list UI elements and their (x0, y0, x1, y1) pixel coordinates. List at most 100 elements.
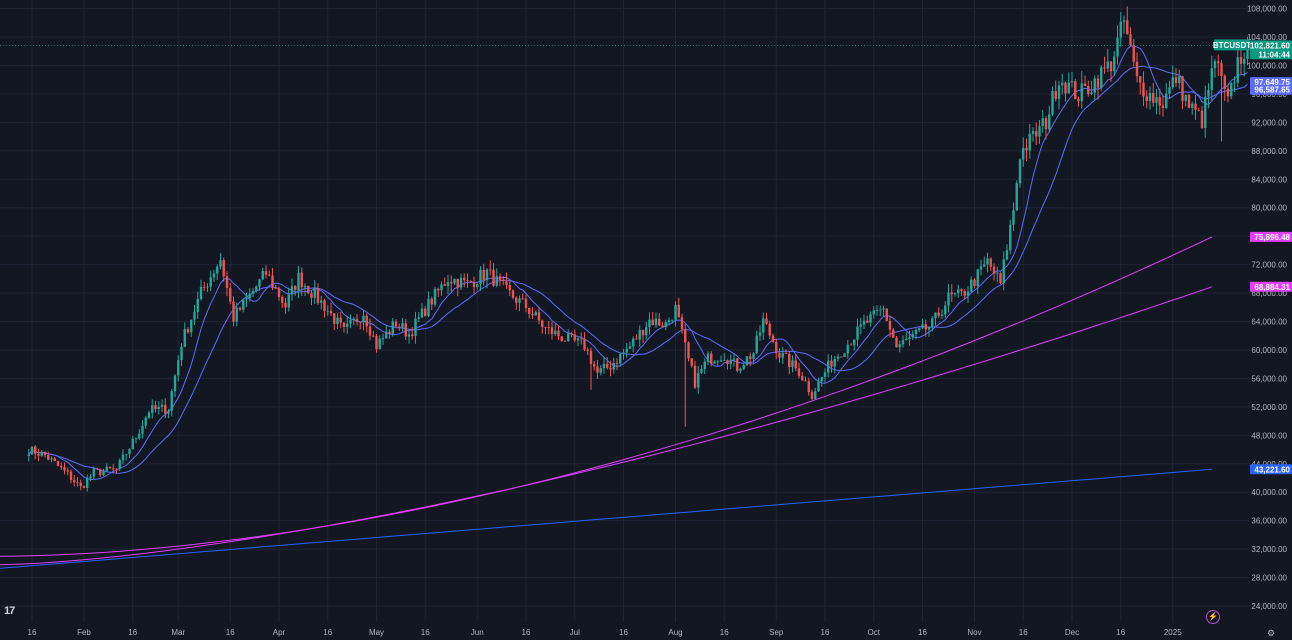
candle (144, 415, 147, 429)
candle (739, 367, 742, 374)
candle (359, 321, 362, 330)
x-tick-label: Jul (570, 628, 580, 637)
candle (820, 376, 823, 387)
candle (1113, 51, 1116, 77)
candle (1106, 48, 1109, 72)
y-tick-label: 72,000.00 (1251, 261, 1287, 270)
candle (1181, 75, 1184, 110)
ma-value-tag: 75,896.48 (1250, 231, 1292, 242)
candle (931, 316, 934, 332)
candle (963, 288, 966, 300)
gear-icon[interactable]: ⚙ (1267, 628, 1276, 638)
candle (1174, 67, 1178, 87)
candle (196, 291, 199, 320)
candle (736, 358, 739, 373)
candle (95, 467, 99, 470)
candle (534, 310, 537, 316)
last-price-tag: 102,821.60 (1250, 40, 1292, 51)
tradingview-logo[interactable]: 17 (4, 605, 15, 617)
candle (869, 311, 872, 327)
candle (310, 290, 313, 306)
candle (950, 284, 953, 302)
candle (1116, 25, 1119, 65)
x-axis[interactable]: 16 Feb 16 Mar 16 Apr 16 May 16 Jun 16 Jul 16 Aug 16 Sep… (28, 628, 1183, 637)
y-axis[interactable]: 24,000.00 28,000.00 32,000.00 36,000.00 40,0… (1247, 5, 1288, 611)
candle (684, 324, 687, 427)
candle (905, 332, 908, 341)
svg-text:11:04:44: 11:04:44 (1258, 50, 1290, 59)
candle (960, 288, 963, 297)
candle (797, 362, 801, 379)
candle (983, 256, 986, 268)
candle (791, 355, 794, 373)
candle (125, 454, 128, 461)
candle (476, 283, 479, 290)
candle (30, 446, 34, 455)
candle (755, 330, 758, 355)
candle (456, 278, 459, 297)
candle (56, 460, 60, 467)
candle (329, 302, 333, 316)
candle (602, 356, 606, 374)
candle (706, 351, 710, 365)
y-tick-label: 48,000.00 (1251, 431, 1287, 440)
candle (1226, 83, 1230, 103)
candle (947, 284, 950, 313)
candle (749, 352, 752, 367)
candle (1035, 122, 1038, 145)
candle (50, 456, 53, 463)
candle (346, 315, 349, 334)
candle (232, 296, 235, 327)
candle (157, 401, 160, 415)
candle (1204, 85, 1207, 138)
svg-text:102,821.60: 102,821.60 (1250, 41, 1291, 50)
x-tick-label: 16 (128, 628, 137, 637)
candle (612, 357, 615, 374)
candle (255, 285, 258, 293)
candle (895, 336, 898, 348)
candle (154, 400, 157, 413)
candle (1109, 60, 1113, 82)
candle (391, 318, 394, 337)
candle (596, 360, 599, 379)
x-tick-label: 16 (323, 628, 332, 637)
candle (1119, 12, 1122, 47)
y-tick-label: 24,000.00 (1251, 602, 1287, 611)
candle (190, 319, 193, 337)
moving-average-line (0, 286, 1213, 566)
candle (274, 285, 277, 290)
candle (385, 325, 388, 339)
candle (108, 466, 112, 469)
candle (290, 278, 294, 301)
candle (911, 330, 914, 340)
candle (489, 260, 492, 276)
candle (768, 320, 771, 340)
x-tick-label: Jun (471, 628, 484, 637)
x-tick-label: Aug (668, 628, 682, 637)
candle (586, 347, 589, 355)
candle (73, 474, 76, 487)
candle (411, 326, 414, 340)
candle (450, 275, 453, 292)
candle (658, 312, 661, 327)
candle (1220, 59, 1223, 142)
candle (788, 351, 791, 375)
candle (173, 374, 177, 398)
candle (856, 318, 859, 347)
candle (940, 309, 944, 319)
candle (619, 352, 622, 367)
candle (505, 272, 508, 289)
candle (901, 335, 905, 348)
candle (524, 294, 528, 313)
y-tick-label: 100,000.00 (1247, 61, 1288, 70)
candle (1041, 109, 1044, 133)
lightning-icon[interactable]: ⚡ (1206, 610, 1220, 624)
candle (1096, 74, 1100, 100)
candle (986, 252, 989, 273)
candle (677, 297, 680, 318)
candle (1213, 58, 1217, 78)
candle (1031, 127, 1035, 142)
candle (219, 252, 222, 270)
candle (102, 469, 105, 477)
